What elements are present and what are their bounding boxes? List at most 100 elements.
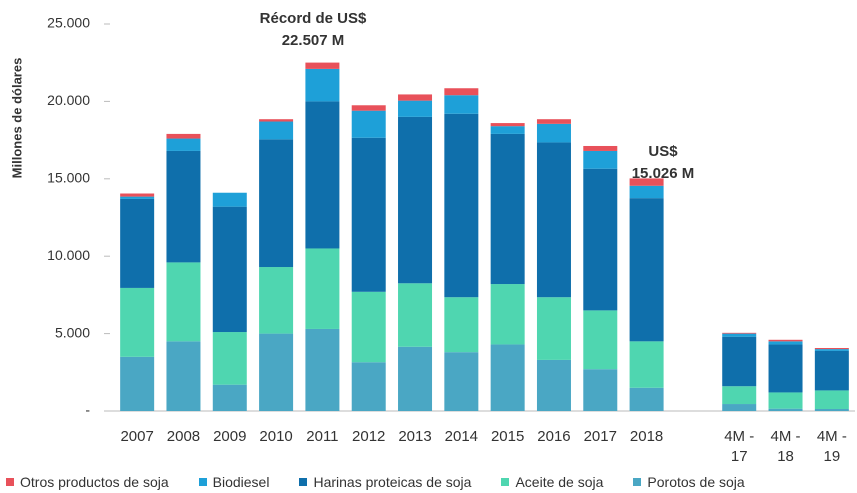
legend-item: Harinas proteicas de soja	[299, 474, 471, 490]
annotation: 15.026 M	[632, 165, 695, 182]
bar-segment	[444, 113, 479, 298]
bar-segment	[814, 347, 849, 350]
x-tick-label: 2010	[259, 428, 293, 445]
bar-segment	[351, 137, 386, 292]
x-tick-label: 2014	[444, 428, 479, 445]
bar-segment	[629, 341, 664, 388]
bar-segment	[583, 150, 618, 169]
bar-segment	[120, 196, 155, 199]
bar-segment	[120, 356, 155, 411]
bar-segment	[444, 352, 479, 411]
bar-segment	[259, 119, 294, 122]
bar-segment	[768, 392, 803, 409]
bar-segment	[166, 262, 201, 342]
bar-segment	[166, 150, 201, 263]
y-tick-label: 20.000	[47, 92, 90, 108]
bar-segment	[305, 68, 340, 102]
legend-swatch	[6, 478, 14, 486]
bar-segment	[259, 333, 294, 411]
bar-segment	[259, 139, 294, 268]
bar-segment	[305, 62, 340, 69]
bar-segment	[351, 110, 386, 138]
bar-segment	[444, 297, 479, 353]
legend-item: Otros productos de soja	[6, 474, 169, 490]
annotation: US$	[648, 143, 678, 160]
bar-segment	[722, 333, 757, 337]
bar-segment	[490, 123, 525, 127]
bar-segment	[166, 138, 201, 151]
legend-swatch	[299, 478, 308, 486]
x-tick-label: 2017	[583, 428, 617, 445]
legend-item: Biodiesel	[198, 474, 270, 490]
bar-segment	[814, 349, 849, 351]
bar-segment	[722, 332, 757, 334]
bar-segment	[768, 408, 803, 411]
bar-segment	[814, 390, 849, 409]
x-tick-label: 2012	[352, 428, 386, 445]
x-tick-label: 2007	[120, 428, 154, 445]
legend-label: Harinas proteicas de soja	[313, 474, 472, 490]
x-tick-label: 4M - 17	[724, 428, 755, 465]
legend-swatch	[198, 478, 207, 486]
bar-segment	[398, 94, 433, 101]
bar-segment	[444, 88, 479, 96]
bar-segment	[583, 145, 618, 151]
bar-segment	[398, 283, 433, 347]
y-tick-label: 5.000	[55, 324, 90, 340]
x-tick-label: 4M - 18	[770, 428, 801, 465]
legend-label: Aceite de soja	[515, 474, 604, 490]
bar-segment	[490, 126, 525, 134]
bar-segment	[120, 193, 155, 197]
bar-segment	[814, 408, 849, 411]
bar-segment	[212, 206, 247, 333]
y-axis-label: Millones de dólares	[9, 58, 24, 179]
bar-segment	[814, 350, 849, 391]
x-tick-label: 2008	[166, 428, 201, 445]
x-tick-label: 2015	[490, 428, 525, 445]
bar-segment	[398, 116, 433, 284]
bar-segment	[536, 359, 571, 411]
bar-segment	[259, 267, 294, 334]
bar-segment	[490, 344, 525, 411]
bar-segment	[768, 341, 803, 345]
bar-segment	[722, 404, 757, 411]
bar-segment	[398, 100, 433, 117]
bar-segment	[768, 339, 803, 342]
bar-segment	[212, 192, 247, 207]
x-tick-label: 4M - 19	[816, 428, 847, 465]
bar-segment	[120, 287, 155, 357]
bar-segment	[398, 346, 433, 411]
legend-swatch	[501, 478, 510, 486]
bar-segment	[536, 142, 571, 298]
x-tick-label: 2011	[306, 428, 339, 445]
bar-segment	[120, 198, 155, 288]
bar-segment	[351, 291, 386, 363]
bar-segment	[351, 105, 386, 111]
y-tick-label: 10.000	[47, 247, 90, 263]
legend-item: Porotos de soja	[633, 474, 745, 490]
legend-item: Aceite de soja	[501, 474, 603, 490]
bar-segment	[629, 178, 664, 186]
bar-segment	[629, 198, 664, 342]
y-tick-label: 15.000	[47, 170, 90, 186]
x-tick-label: 2013	[398, 428, 432, 445]
bar-segment	[351, 362, 386, 411]
bar-segment	[583, 369, 618, 411]
bar-segment	[722, 386, 757, 405]
bar-segment	[722, 336, 757, 387]
y-tick-label: 25.000	[47, 15, 90, 31]
x-tick-label: 2018	[629, 428, 664, 445]
bar-segment	[629, 387, 664, 411]
bar-segment	[212, 384, 247, 411]
legend-label: Otros productos de soja	[20, 474, 169, 490]
bar-segment	[536, 119, 571, 124]
legend-label: Biodiesel	[212, 474, 270, 490]
x-tick-label: 2009	[213, 428, 247, 445]
bar-segment	[583, 168, 618, 311]
bar-segment	[166, 341, 201, 411]
bar-segment	[768, 344, 803, 393]
bar-segment	[629, 185, 664, 199]
legend: Otros productos de soja Biodiesel Harinas …	[6, 474, 857, 490]
bar-segment	[490, 284, 525, 345]
bar-segment	[259, 121, 294, 140]
